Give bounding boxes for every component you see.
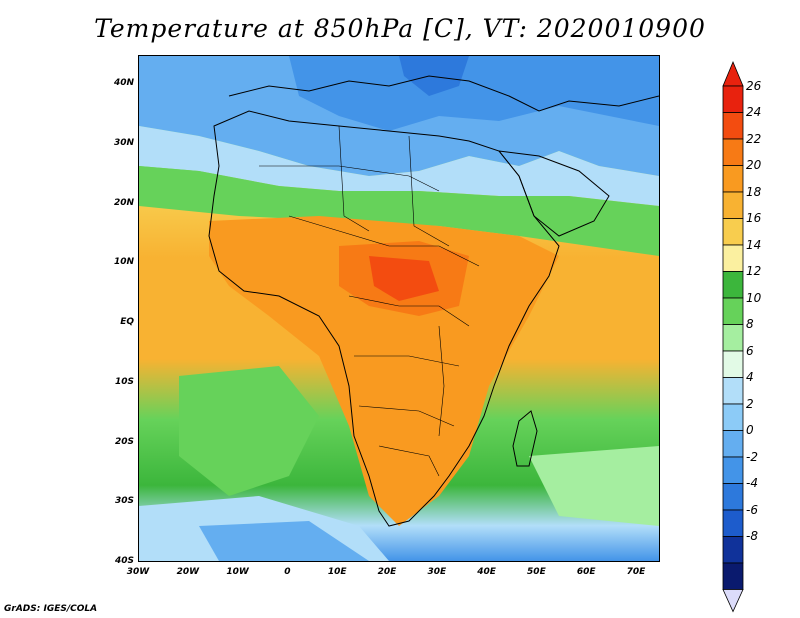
colorbar-swatch — [722, 430, 744, 458]
colorbar-tick-label: -4 — [746, 476, 758, 490]
colorbar-swatch — [722, 138, 744, 166]
colorbar-swatch — [722, 536, 744, 564]
colorbar-tick-label: 4 — [746, 370, 754, 384]
colorbar-tick-label: -2 — [746, 449, 758, 464]
colorbar-swatch — [722, 85, 744, 113]
colorbar-swatch — [722, 324, 744, 352]
green-region-south-atlantic — [179, 366, 319, 496]
lon-tick-label: 20W — [176, 567, 200, 577]
cold-region-south-atlantic — [199, 521, 369, 561]
colorbar — [722, 60, 744, 618]
colorbar-tick-label: 22 — [746, 131, 762, 146]
colorbar-swatches — [722, 60, 744, 613]
colorbar-over-triangle — [722, 60, 744, 87]
colorbar-swatch — [722, 403, 744, 431]
lat-tick-label: 20S — [114, 436, 134, 447]
footer-credit: GrADS: IGES/COLA — [4, 604, 98, 614]
lat-tick-label: 10S — [114, 376, 134, 387]
lat-tick-label: 30N — [113, 137, 134, 148]
arabia-coastline — [497, 150, 610, 237]
africa-coastline — [208, 110, 560, 527]
colorbar-swatch — [722, 350, 744, 378]
madagascar-coastline — [512, 410, 538, 467]
colorbar-tick-label: 12 — [746, 264, 762, 278]
lon-tick-label: 40E — [477, 567, 496, 577]
lat-tick-label: 20N — [113, 197, 134, 208]
chart-title: Temperature at 850hPa [C], VT: 202001090… — [94, 14, 706, 43]
colorbar-tick-label: 16 — [746, 211, 762, 225]
colorbar-swatch — [722, 562, 744, 590]
lat-tick-label: 30S — [114, 496, 134, 507]
colorbar-tick-label: 14 — [746, 237, 762, 252]
colorbar-swatch — [722, 509, 744, 537]
lon-tick-label: 20E — [377, 567, 397, 577]
colorbar-under-triangle — [722, 589, 744, 613]
lon-tick-label: 50E — [527, 567, 546, 577]
cool-region-indian-ocean — [529, 446, 659, 526]
hottest-region-central-africa — [369, 256, 439, 301]
colorbar-swatch — [722, 244, 744, 272]
europe-coastline — [228, 75, 659, 112]
lat-tick-label: EQ — [120, 317, 134, 327]
colorbar-tick-label: 8 — [746, 317, 754, 331]
colorbar-swatch — [722, 165, 744, 193]
colorbar-swatch — [722, 297, 744, 325]
colorbar-tick-label: 24 — [746, 105, 762, 119]
lat-tick-label: 40N — [113, 78, 134, 88]
colorbar-swatch — [722, 271, 744, 299]
lon-tick-label: 70E — [626, 567, 646, 577]
warm-region-central-africa — [209, 216, 559, 526]
colder-region-north — [289, 56, 659, 131]
lat-tick-label: 40S — [114, 556, 134, 566]
lon-tick-label: 10W — [226, 567, 249, 577]
lon-tick-label: 0 — [284, 567, 291, 577]
lon-tick-label: 60E — [576, 567, 596, 577]
lon-tick-label: 30E — [427, 567, 447, 577]
cool-band-sahara — [139, 126, 659, 206]
colorbar-tick-label: 18 — [746, 184, 762, 199]
temperature-field-map — [139, 56, 659, 561]
colorbar-swatch — [722, 456, 744, 484]
lat-tick-label: 10N — [113, 257, 134, 268]
colorbar-tick-label: 2 — [746, 396, 754, 411]
colorbar-swatch — [722, 377, 744, 405]
colorbar-tick-label: 20 — [746, 158, 762, 172]
colorbar-tick-label: -8 — [746, 529, 758, 543]
colorbar-tick-label: 0 — [746, 423, 754, 437]
colorbar-tick-label: 26 — [746, 78, 762, 93]
colorbar-swatch — [722, 483, 744, 511]
lon-tick-label: 10E — [327, 567, 347, 577]
map-panel — [138, 55, 660, 562]
colorbar-swatch — [722, 218, 744, 246]
colorbar-swatch — [722, 112, 744, 140]
country-borders — [259, 125, 480, 477]
colorbar-tick-label: 10 — [746, 290, 762, 305]
green-band-sahel-north — [139, 166, 659, 256]
colorbar-tick-label: -6 — [746, 502, 758, 517]
colorbar-tick-label: 6 — [746, 343, 754, 358]
lon-tick-label: 30W — [126, 567, 150, 577]
colorbar-swatch — [722, 191, 744, 219]
coldest-region-balkans — [399, 56, 469, 96]
